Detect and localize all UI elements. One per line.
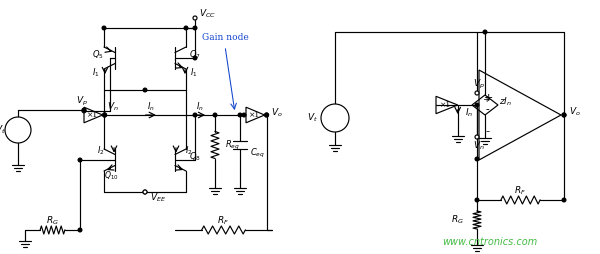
Circle shape [193,113,197,117]
Circle shape [193,16,197,20]
Circle shape [213,113,217,117]
Text: $V_{EE}$: $V_{EE}$ [150,192,166,204]
Text: +: + [484,93,493,103]
Circle shape [475,198,479,202]
Text: +: + [13,121,23,131]
Circle shape [562,198,566,202]
Text: $V_n$: $V_n$ [473,140,485,152]
Circle shape [242,113,246,117]
Text: $V_n$: $V_n$ [107,101,118,113]
Circle shape [103,113,106,117]
Circle shape [102,26,106,30]
Text: $Q_8$: $Q_8$ [189,151,201,163]
Text: ×1: ×1 [249,111,260,119]
Text: $Q_5$: $Q_5$ [92,49,103,61]
Text: $V_p$: $V_p$ [76,95,88,108]
Circle shape [475,103,479,107]
Text: $zI_n$: $zI_n$ [499,96,512,108]
Circle shape [82,108,86,112]
Text: $C_{eq}$: $C_{eq}$ [250,147,265,160]
Text: ×1: ×1 [439,101,451,109]
Text: $I_1$: $I_1$ [190,67,198,79]
Circle shape [143,190,147,194]
Circle shape [82,109,86,113]
Circle shape [193,26,197,30]
Circle shape [143,88,147,92]
Text: $V_t$: $V_t$ [307,112,318,124]
Text: $V_o$: $V_o$ [569,106,581,118]
Circle shape [562,113,566,117]
Circle shape [483,30,487,34]
Text: $I_1$: $I_1$ [92,67,100,79]
Text: +: + [331,109,340,119]
Text: $I_n$: $I_n$ [196,101,204,113]
Circle shape [78,228,82,232]
Circle shape [143,190,147,194]
Circle shape [475,91,479,95]
Text: $I_2$: $I_2$ [185,145,193,157]
Text: -: - [486,125,490,138]
Circle shape [265,113,268,117]
Text: $R_G$: $R_G$ [46,215,59,227]
Circle shape [321,104,349,132]
Text: $Q_{10}$: $Q_{10}$ [104,170,119,182]
Text: www.cntronics.com: www.cntronics.com [442,237,538,247]
Text: ×1: ×1 [87,111,98,119]
Text: +: + [483,96,491,104]
Text: $R_F$: $R_F$ [514,185,527,197]
Text: $I_n$: $I_n$ [147,101,155,113]
Circle shape [562,113,566,117]
Circle shape [265,113,269,117]
Text: $R_G$: $R_G$ [451,214,464,226]
Text: -: - [16,129,20,141]
Circle shape [103,113,107,117]
Text: $V_t$: $V_t$ [0,124,6,136]
Text: $Q_7$: $Q_7$ [189,49,201,61]
Circle shape [78,158,82,162]
Circle shape [475,157,479,161]
Circle shape [184,26,188,30]
Circle shape [475,135,479,139]
Circle shape [5,117,31,143]
Text: $I_n$: $I_n$ [465,107,473,119]
Text: -: - [485,105,489,115]
Text: Gain node: Gain node [202,34,248,42]
Text: $R_{eq}$: $R_{eq}$ [225,138,240,152]
Text: $V_{CC}$: $V_{CC}$ [199,8,216,20]
Text: $V_o$: $V_o$ [271,107,283,119]
Circle shape [193,56,197,60]
Circle shape [238,113,242,117]
Text: $V_p$: $V_p$ [473,77,485,90]
Text: -: - [333,117,337,130]
Text: $R_F$: $R_F$ [217,215,230,227]
Text: $I_2$: $I_2$ [97,145,105,157]
